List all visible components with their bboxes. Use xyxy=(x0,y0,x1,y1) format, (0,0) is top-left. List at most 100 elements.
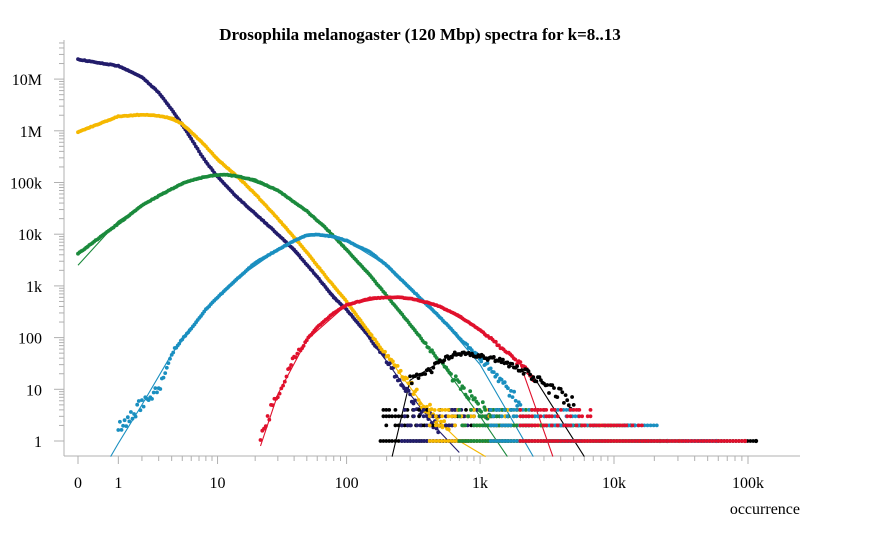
data-point xyxy=(591,423,596,428)
data-point xyxy=(387,408,392,412)
data-point xyxy=(497,439,501,443)
data-point xyxy=(577,439,582,443)
data-point xyxy=(719,439,723,443)
data-point xyxy=(742,438,748,444)
data-point xyxy=(421,408,426,412)
data-point xyxy=(431,365,436,370)
data-point xyxy=(460,439,465,443)
data-point xyxy=(396,414,401,419)
data-point xyxy=(488,423,493,428)
data-point xyxy=(521,423,526,428)
data-point xyxy=(457,439,462,443)
data-point xyxy=(416,398,421,402)
data-point xyxy=(402,386,406,391)
y-tick-label: 100 xyxy=(18,331,42,348)
data-point xyxy=(453,439,457,443)
data-point xyxy=(633,439,638,443)
data-point xyxy=(418,423,423,428)
data-point xyxy=(416,376,421,380)
data-point xyxy=(651,423,656,428)
data-point xyxy=(565,414,570,419)
data-point xyxy=(468,389,473,394)
data-point xyxy=(505,414,510,419)
data-point xyxy=(728,439,732,443)
data-point xyxy=(423,372,428,376)
data-point xyxy=(168,356,172,361)
data-point xyxy=(538,408,543,412)
data-point xyxy=(390,414,394,419)
data-point xyxy=(263,424,268,429)
data-point xyxy=(618,439,622,443)
data-point xyxy=(399,423,404,428)
data-point xyxy=(446,414,451,419)
axes: 1 10 100 1k 10k 100k 1M 10M 0 1 10 100 1k 10k 100k xyxy=(10,40,800,492)
data-point xyxy=(427,423,432,428)
data-point xyxy=(661,439,666,443)
data-point xyxy=(547,391,551,395)
data-point xyxy=(618,423,622,428)
data-point xyxy=(676,439,681,443)
data-point xyxy=(444,414,448,419)
data-point xyxy=(502,439,507,443)
data-point xyxy=(384,414,389,419)
data-point xyxy=(483,414,487,419)
data-point xyxy=(609,423,613,428)
data-point xyxy=(434,356,439,360)
data-point xyxy=(491,408,496,412)
data-point xyxy=(405,414,410,419)
data-point xyxy=(434,439,438,443)
data-point xyxy=(518,439,523,443)
data-point xyxy=(480,414,485,419)
data-point xyxy=(463,423,468,428)
data-point xyxy=(480,423,485,428)
data-point xyxy=(453,423,457,428)
data-point xyxy=(453,374,458,379)
data-point xyxy=(513,398,518,403)
data-point xyxy=(177,341,182,346)
data-point xyxy=(130,416,135,421)
data-point xyxy=(369,333,374,337)
data-point xyxy=(524,414,529,419)
data-point xyxy=(405,376,409,381)
data-point xyxy=(423,341,428,346)
data-point xyxy=(697,439,702,443)
data-point xyxy=(136,399,141,403)
data-point xyxy=(594,423,599,428)
data-point xyxy=(491,370,496,374)
data-point xyxy=(418,401,422,406)
data-point xyxy=(518,414,523,419)
data-point xyxy=(518,360,523,364)
data-point xyxy=(538,439,543,443)
data-point xyxy=(373,337,377,342)
data-point xyxy=(284,374,289,379)
data-point xyxy=(549,439,554,443)
data-point xyxy=(446,439,451,443)
data-point xyxy=(450,423,454,428)
data-point xyxy=(402,414,407,419)
data-point xyxy=(558,387,563,391)
data-point xyxy=(514,439,519,443)
data-point xyxy=(515,364,519,368)
data-point xyxy=(751,439,756,443)
y-tick-label: 1k xyxy=(26,279,42,296)
data-point xyxy=(505,423,510,428)
data-point xyxy=(153,386,158,390)
data-point xyxy=(600,423,604,428)
data-point xyxy=(748,439,753,443)
data-point xyxy=(457,380,461,384)
data-point xyxy=(521,372,526,376)
data-point xyxy=(453,408,457,412)
data-point xyxy=(381,414,386,419)
data-point xyxy=(141,404,146,409)
data-point xyxy=(477,408,482,412)
data-point xyxy=(434,423,438,428)
data-point xyxy=(560,390,565,395)
data-point xyxy=(494,439,499,443)
data-point xyxy=(499,439,504,443)
data-point xyxy=(421,414,426,419)
x-tick-label: 1k xyxy=(472,475,488,492)
data-point xyxy=(627,423,631,428)
data-point xyxy=(119,428,124,432)
data-point xyxy=(737,439,741,443)
